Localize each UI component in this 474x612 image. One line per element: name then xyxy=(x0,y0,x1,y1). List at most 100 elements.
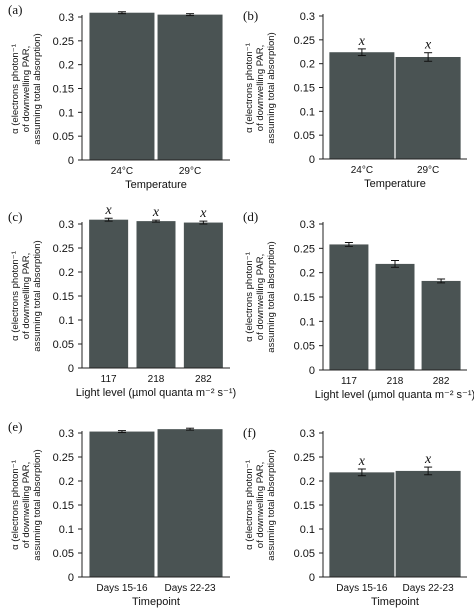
y-tick-label: 0.1 xyxy=(300,524,315,536)
panel-label: (f) xyxy=(243,425,256,440)
y-tick-label: 0.15 xyxy=(294,500,315,512)
y-axis-label-line: of downwelling PAR, xyxy=(21,46,32,132)
y-tick-label: 0.05 xyxy=(53,548,74,560)
y-tick-label: 0.2 xyxy=(300,59,315,71)
y-axis-label-line: α (electrons photon⁻¹ xyxy=(10,44,21,134)
bar xyxy=(157,429,223,577)
y-axis-label: α (electrons photon⁻¹of downwelling PAR,… xyxy=(244,32,277,143)
y-tick-label: 0.25 xyxy=(53,36,74,48)
x-tick-label: Days 22-23 xyxy=(164,583,216,594)
panel-label: (a) xyxy=(8,2,22,17)
x-tick-label: Days 22-23 xyxy=(403,583,455,594)
y-tick-label: 0.3 xyxy=(59,12,74,24)
panel-label: (b) xyxy=(243,8,258,23)
y-tick-label: 0.05 xyxy=(294,130,315,142)
y-axis-label-line: assuming total absorption) xyxy=(32,449,43,560)
y-tick-label: 0.1 xyxy=(300,106,315,118)
y-axis-label-line: assuming total absorption) xyxy=(266,449,277,560)
y-tick-label: 0.2 xyxy=(300,476,315,488)
y-axis-label-line: α (electrons photon⁻¹ xyxy=(10,460,21,550)
x-axis-title: Light level (µmol quanta m⁻² s⁻¹) xyxy=(315,389,474,401)
y-tick-label: 0 xyxy=(68,155,74,167)
significance-marker: x xyxy=(358,454,366,469)
panel-label: (e) xyxy=(8,419,22,434)
y-tick-label: 0.1 xyxy=(59,315,74,327)
y-tick-label: 0.25 xyxy=(294,35,315,47)
chart-panel-1: (a) α (electrons photon⁻¹of downwelling P… xyxy=(8,2,230,191)
chart-panel-3: (c) α (electrons photon⁻¹of downwelling P… xyxy=(8,203,236,399)
y-axis-label-line: α (electrons photon⁻¹ xyxy=(10,251,21,341)
x-tick-label: 282 xyxy=(195,374,212,385)
x-axis-title: Timepoint xyxy=(132,596,180,608)
x-tick-label: 117 xyxy=(101,374,117,385)
y-tick-label: 0.05 xyxy=(294,341,315,353)
significance-marker: x xyxy=(424,38,432,53)
bar xyxy=(395,470,461,577)
y-tick-label: 0.3 xyxy=(300,11,315,23)
y-tick-label: 0.05 xyxy=(53,131,74,143)
y-axis-label: α (electrons photon⁻¹of downwelling PAR,… xyxy=(244,241,277,352)
y-tick-label: 0.3 xyxy=(300,428,315,440)
x-axis-title: Light level (µmol quanta m⁻² s⁻¹) xyxy=(76,387,236,399)
y-tick-label: 0.1 xyxy=(59,107,74,119)
panel-label: (c) xyxy=(8,209,22,224)
y-tick-label: 0 xyxy=(68,572,74,584)
bar xyxy=(89,219,129,368)
chart-panel-5: (e) α (electrons photon⁻¹of downwelling P… xyxy=(8,419,230,608)
y-tick-label: 0.1 xyxy=(300,316,315,328)
y-tick-label: 0 xyxy=(309,365,315,377)
bar xyxy=(329,52,395,159)
y-tick-label: 0.05 xyxy=(294,548,315,560)
y-axis-label-line: α (electrons photon⁻¹ xyxy=(244,43,255,133)
y-tick-label: 0.25 xyxy=(294,452,315,464)
y-axis-label: α (electrons photon⁻¹of downwelling PAR,… xyxy=(10,240,43,351)
chart-panel-2: (b) α (electrons photon⁻¹of downwelling P… xyxy=(243,8,467,190)
y-tick-label: 0.1 xyxy=(59,524,74,536)
x-tick-label: Days 15-16 xyxy=(336,583,388,594)
y-axis-label-line: assuming total absorption) xyxy=(266,241,277,352)
y-axis-label-line: of downwelling PAR, xyxy=(21,253,32,339)
y-tick-label: 0.2 xyxy=(59,267,74,279)
x-tick-label: 218 xyxy=(387,376,404,387)
y-tick-label: 0 xyxy=(309,154,315,166)
y-tick-label: 0.3 xyxy=(59,219,74,231)
y-axis-label: α (electrons photon⁻¹of downwelling PAR,… xyxy=(10,449,43,560)
y-axis-label-line: α (electrons photon⁻¹ xyxy=(244,252,255,342)
y-tick-label: 0.25 xyxy=(294,243,315,255)
x-axis-title: Temperature xyxy=(125,179,187,191)
y-tick-label: 0.15 xyxy=(53,84,74,96)
y-tick-label: 0.15 xyxy=(294,83,315,95)
y-tick-label: 0.25 xyxy=(53,452,74,464)
x-tick-label: 29°C xyxy=(179,166,201,177)
bar xyxy=(89,431,155,577)
significance-marker: x xyxy=(424,452,432,467)
y-axis-label-line: of downwelling PAR, xyxy=(255,462,266,548)
y-axis-label-line: of downwelling PAR, xyxy=(255,45,266,131)
y-tick-label: 0 xyxy=(309,572,315,584)
chart-panel-4: (d) α (electrons photon⁻¹of downwelling P… xyxy=(243,209,474,401)
y-axis-label-line: α (electrons photon⁻¹ xyxy=(244,460,255,550)
bar xyxy=(421,280,461,370)
bar xyxy=(157,14,223,160)
y-tick-label: 0.3 xyxy=(300,219,315,231)
y-tick-label: 0.15 xyxy=(53,500,74,512)
y-tick-label: 0.25 xyxy=(53,243,74,255)
significance-marker: x xyxy=(199,206,207,221)
y-axis-label-line: assuming total absorption) xyxy=(32,33,43,144)
x-tick-label: 282 xyxy=(433,376,450,387)
x-tick-label: Days 15-16 xyxy=(96,583,148,594)
bar xyxy=(375,263,415,370)
y-axis-label: α (electrons photon⁻¹of downwelling PAR,… xyxy=(244,449,277,560)
bar xyxy=(395,56,461,159)
y-tick-label: 0.2 xyxy=(59,476,74,488)
y-axis-label-line: assuming total absorption) xyxy=(266,32,277,143)
bar xyxy=(136,221,176,368)
x-tick-label: 24°C xyxy=(111,166,133,177)
y-tick-label: 0.2 xyxy=(300,268,315,280)
y-tick-label: 0.05 xyxy=(53,339,74,351)
y-axis-label: α (electrons photon⁻¹of downwelling PAR,… xyxy=(10,33,43,144)
significance-marker: x xyxy=(358,34,366,49)
chart-panel-6: (f) α (electrons photon⁻¹of downwelling P… xyxy=(243,425,467,608)
x-tick-label: 24°C xyxy=(351,165,373,176)
